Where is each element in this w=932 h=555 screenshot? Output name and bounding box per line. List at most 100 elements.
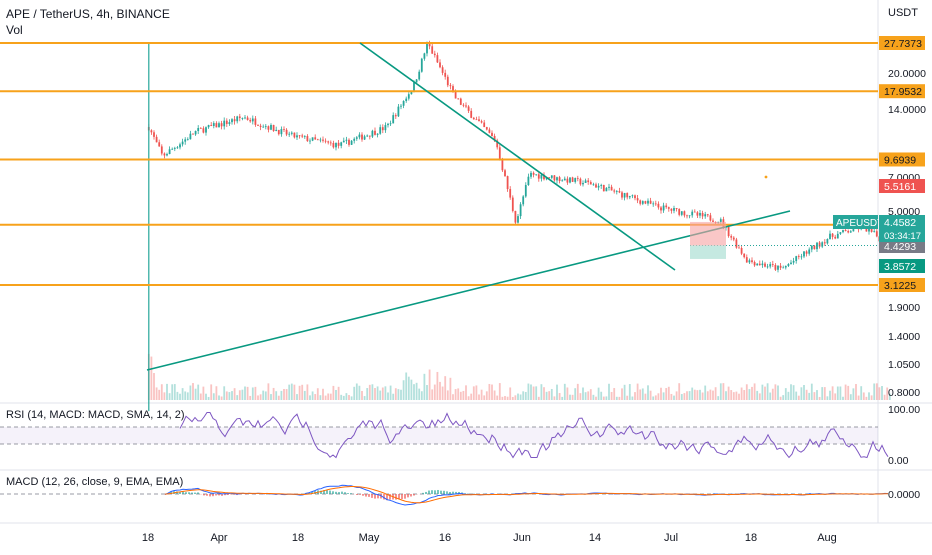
candle-body xyxy=(398,107,400,117)
volume-bar xyxy=(200,394,202,400)
volume-bar xyxy=(736,392,738,400)
candle-body xyxy=(847,231,849,232)
volume-bar xyxy=(759,393,761,400)
candle-body xyxy=(507,176,509,189)
volume-bar xyxy=(395,388,397,400)
candle-body xyxy=(364,136,366,139)
candle-body xyxy=(762,264,764,266)
candle-body xyxy=(777,266,779,270)
volume-bar xyxy=(320,395,322,400)
volume-bar xyxy=(634,392,636,400)
price-tick-label: 1.4000 xyxy=(888,331,920,343)
volume-bar xyxy=(223,386,225,400)
macd-histogram-bar xyxy=(407,494,409,497)
volume-bar xyxy=(335,390,337,400)
volume-bar xyxy=(179,394,181,400)
candle-body xyxy=(158,142,160,146)
candle-body xyxy=(502,159,504,170)
candle-body xyxy=(340,142,342,146)
candle-body xyxy=(699,213,701,216)
volume-bar xyxy=(681,394,683,400)
candle-body xyxy=(520,204,522,216)
candle-body xyxy=(288,134,290,135)
candle-body xyxy=(452,86,454,91)
volume-bar xyxy=(252,387,254,400)
candle-body xyxy=(697,212,699,215)
candle-body xyxy=(190,134,192,139)
candle-body xyxy=(769,264,771,266)
volume-bar xyxy=(522,391,524,400)
candle-body xyxy=(541,175,543,179)
candle-body xyxy=(569,177,571,182)
volume-bar xyxy=(671,394,673,400)
volume-bar xyxy=(884,395,886,400)
volume-bar xyxy=(821,387,823,400)
volume-bar xyxy=(416,383,418,400)
volume-bar xyxy=(385,386,387,400)
candle-body xyxy=(405,99,407,101)
volume-bar xyxy=(647,385,649,400)
volume-bar xyxy=(195,389,197,400)
rsi-tick-label: 0.00 xyxy=(888,455,909,467)
candle-body xyxy=(470,111,472,118)
candle-body xyxy=(678,209,680,215)
volume-bar xyxy=(626,396,628,400)
macd-histogram-bar xyxy=(206,494,208,496)
candle-body xyxy=(681,211,683,215)
volume-bar xyxy=(184,391,186,400)
volume-bar xyxy=(314,394,316,400)
volume-bar xyxy=(187,392,189,400)
volume-bar xyxy=(408,377,410,400)
volume-bar xyxy=(824,387,826,400)
volume-bar xyxy=(866,397,868,400)
volume-bar xyxy=(520,394,522,400)
volume-bar xyxy=(720,383,722,400)
volume-bar xyxy=(288,385,290,400)
candle-body xyxy=(291,133,293,134)
time-tick-label: Jul xyxy=(664,532,678,544)
volume-bar xyxy=(309,395,311,400)
rsi-tick-label: 100.00 xyxy=(888,404,920,416)
volume-bar xyxy=(777,386,779,400)
candle-body xyxy=(611,187,613,191)
macd-histogram-bar xyxy=(449,492,451,494)
volume-bar xyxy=(278,396,280,400)
volume-bar xyxy=(728,387,730,400)
candle-body xyxy=(801,256,803,257)
macd-histogram-bar xyxy=(212,494,214,496)
candle-body xyxy=(528,177,530,185)
candle-body xyxy=(361,135,363,140)
candle-body xyxy=(330,142,332,143)
volume-bar xyxy=(411,380,413,400)
candle-body xyxy=(803,251,805,256)
candle-body xyxy=(798,256,800,257)
time-tick-label: 18 xyxy=(745,532,757,544)
volume-bar xyxy=(832,386,834,400)
volume-bar xyxy=(304,391,306,400)
macd-histogram-bar xyxy=(209,494,211,496)
volume-bar xyxy=(317,388,319,400)
candle-body xyxy=(759,264,761,265)
macd-histogram-bar xyxy=(368,494,370,497)
candle-body xyxy=(517,216,519,223)
macd-histogram-bar xyxy=(443,491,445,494)
price-tick-label: 20.0000 xyxy=(888,68,926,80)
candle-body xyxy=(598,186,600,188)
candle-body xyxy=(561,180,563,181)
volume-bar xyxy=(359,386,361,400)
candle-body xyxy=(567,179,569,183)
macd-histogram-bar xyxy=(440,491,442,494)
volume-bar xyxy=(398,389,400,400)
candle-body xyxy=(660,207,662,210)
macd-histogram-bar xyxy=(215,494,217,495)
macd-histogram-bar xyxy=(434,490,436,494)
macd-histogram-bar xyxy=(197,492,199,494)
candle-body xyxy=(218,123,220,127)
candle-body xyxy=(374,131,376,135)
alert-dot xyxy=(765,176,768,179)
volume-bar xyxy=(871,395,873,400)
volume-bar xyxy=(639,389,641,400)
candle-body xyxy=(665,206,667,208)
volume-bar xyxy=(756,391,758,400)
